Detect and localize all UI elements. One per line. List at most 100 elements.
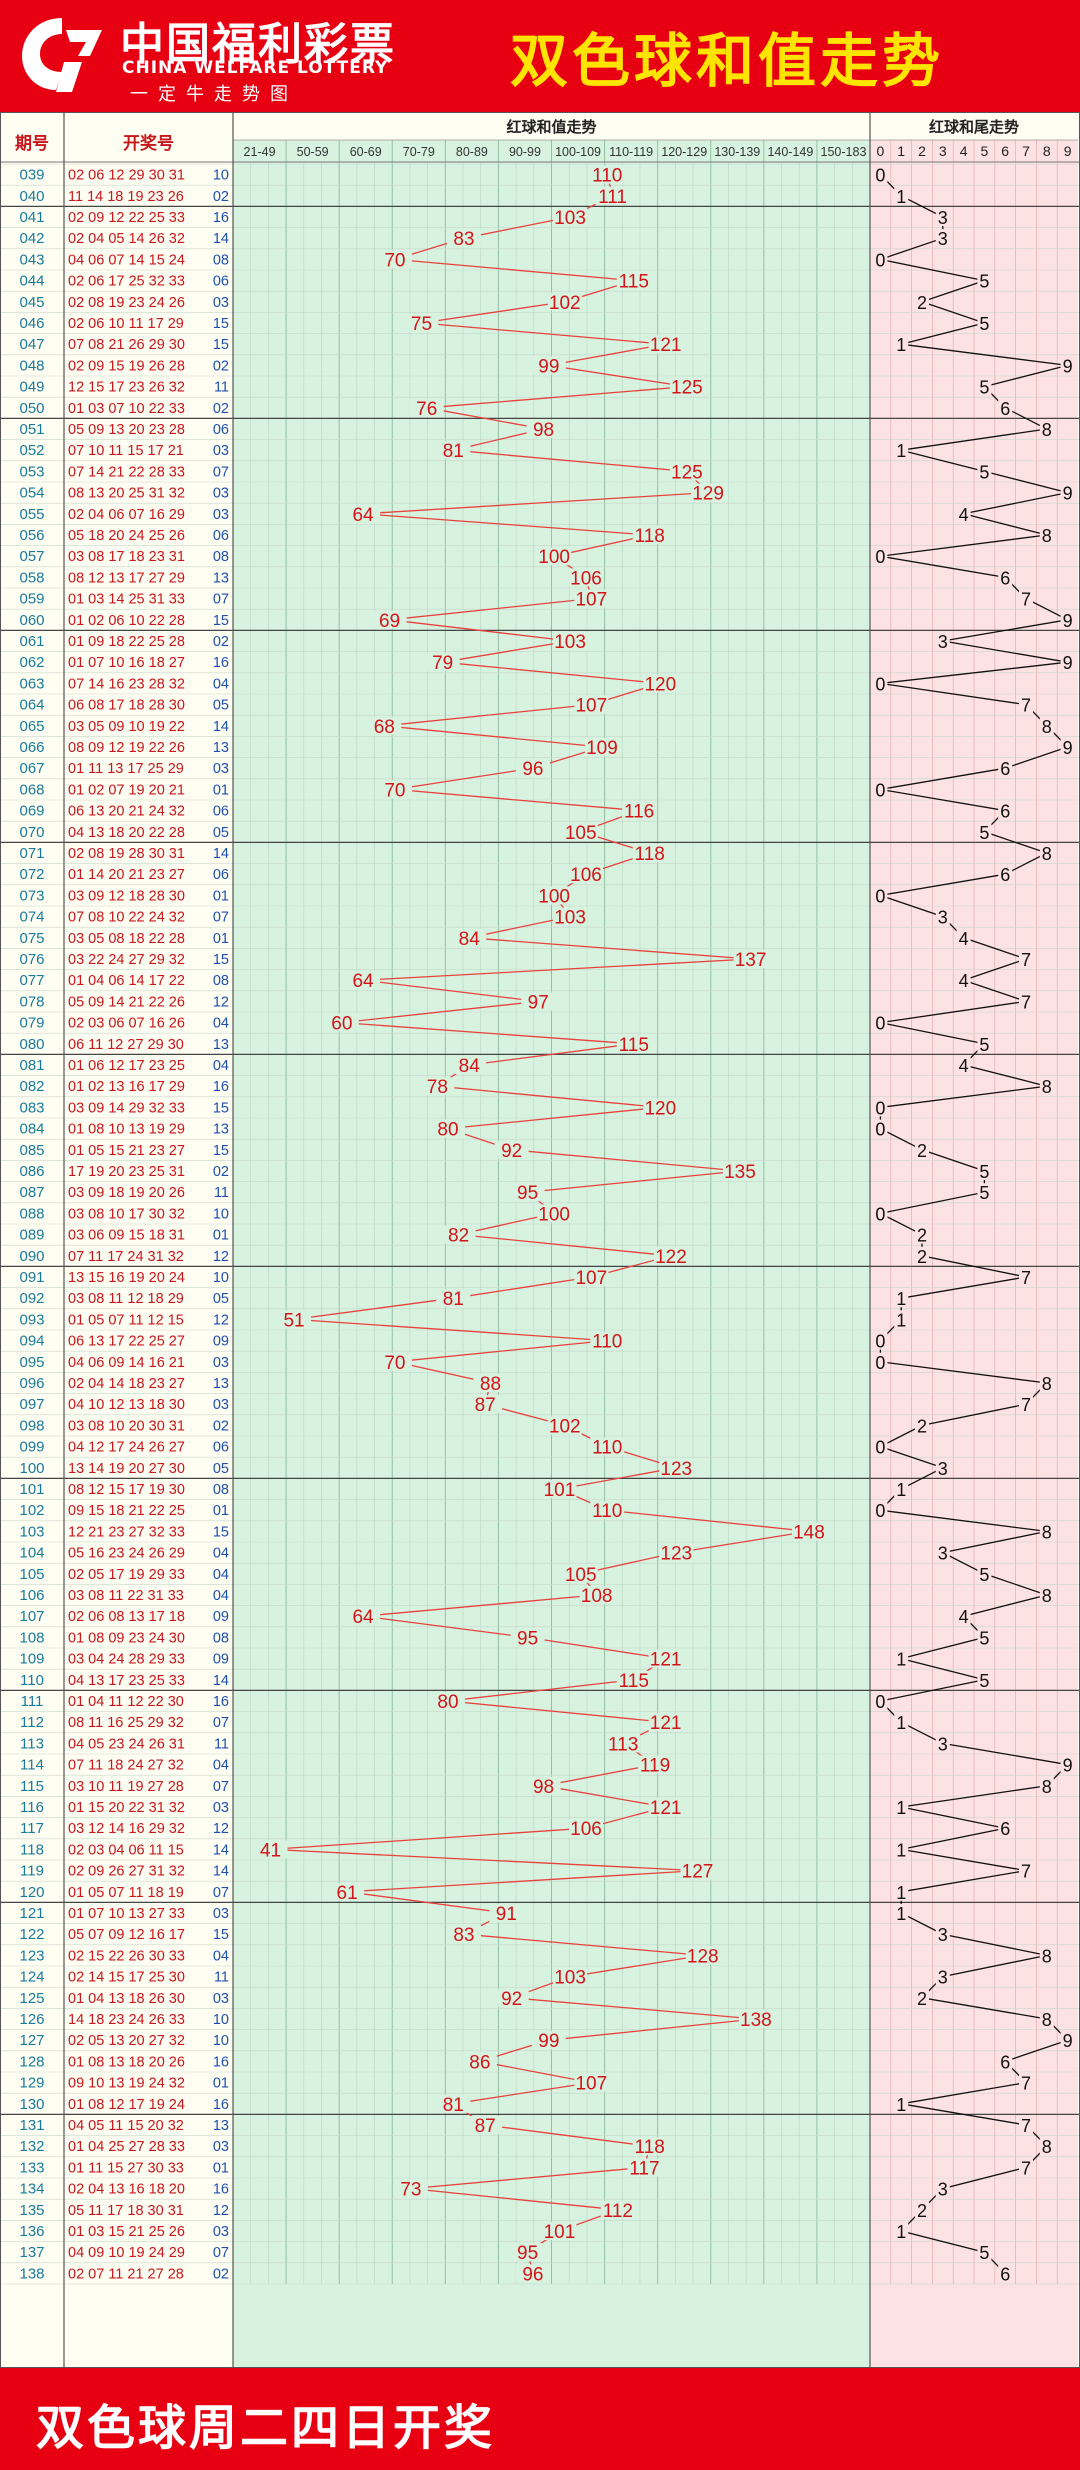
tail-label-bg [1019, 2158, 1033, 2177]
period-cell: 101 [19, 1481, 44, 1498]
tail-digit-label: 1 [897, 143, 905, 159]
red-ball-cell: 01 14 20 21 23 27 [68, 867, 185, 883]
blue-ball-cell: 14 [213, 846, 229, 862]
blue-ball-cell: 14 [213, 231, 229, 247]
tail-value: 2 [917, 293, 927, 313]
red-ball-cell: 02 07 11 21 27 28 [68, 2266, 184, 2282]
sum-label-bg [553, 208, 588, 226]
period-cell: 123 [19, 1947, 44, 1964]
tail-label-bg [894, 2094, 909, 2113]
tail-trend-line [877, 174, 1070, 2274]
sum-label-bg [553, 632, 588, 650]
tail-label-bg [977, 314, 992, 332]
tail-label-bg [1039, 1586, 1054, 1604]
tail-digit-label: 9 [1064, 143, 1072, 159]
tail-label-bg [1019, 1395, 1033, 1414]
red-ball-cell: 02 05 13 20 27 32 [68, 2033, 185, 2049]
tail-label-bg [1019, 2073, 1033, 2092]
sum-trend-header: 红球和值走势 [506, 118, 596, 136]
sum-label-bg [377, 1352, 412, 1371]
sum-value: 110 [592, 1438, 622, 1459]
tail-label-bg [1019, 950, 1033, 968]
blue-ball-cell: 04 [213, 676, 229, 692]
tail-value: 9 [1063, 356, 1073, 376]
period-cell: 108 [19, 1629, 44, 1646]
red-ball-cell: 12 15 17 23 26 32 [68, 380, 185, 396]
sum-label-bg [468, 1395, 503, 1414]
sum-value: 68 [374, 717, 395, 738]
red-ball-cell: 03 12 14 16 29 32 [68, 1821, 185, 1837]
sum-label-bg [590, 1331, 625, 1350]
sum-value: 107 [575, 696, 607, 717]
sum-value: 103 [554, 208, 586, 229]
period-cell: 048 [19, 357, 44, 374]
blue-ball-cell: 15 [213, 613, 229, 629]
tail-label-bg [1060, 483, 1075, 502]
sum-value: 99 [538, 356, 559, 377]
tail-value: 9 [1063, 611, 1073, 631]
sum-value: 107 [575, 590, 607, 611]
blue-ball-cell: 03 [213, 1397, 229, 1413]
blue-ball-cell: 06 [213, 1440, 229, 1456]
sum-label-bg [616, 271, 651, 290]
period-cell: 051 [19, 421, 44, 438]
tail-value: 2 [917, 1247, 927, 1267]
tail-value: 5 [979, 378, 989, 398]
sum-label-bg [738, 2010, 773, 2028]
red-ball-cell: 05 18 20 24 25 26 [68, 528, 185, 544]
tail-label-bg [977, 462, 992, 481]
blue-ball-cell: 03 [213, 1800, 229, 1816]
sum-value: 82 [448, 1226, 469, 1247]
red-ball-cell: 01 08 13 18 20 26 [68, 2054, 185, 2070]
red-ball-cell: 01 04 06 14 17 22 [68, 973, 185, 989]
sum-value: 87 [475, 2116, 496, 2137]
tail-value: 7 [1021, 1395, 1031, 1415]
tail-label-bg [956, 971, 971, 990]
tail-value: 3 [938, 1734, 948, 1754]
tail-label-bg [998, 398, 1013, 417]
tail-label-bg [873, 1204, 888, 1223]
red-ball-cell: 04 13 18 20 22 28 [68, 825, 185, 841]
sum-value: 117 [629, 2158, 659, 2179]
sum-range-label: 140-149 [767, 145, 813, 159]
sum-value: 92 [501, 1141, 522, 1162]
red-ball-cell: 01 05 07 11 18 19 [68, 1885, 184, 1901]
blue-ball-cell: 05 [213, 1291, 229, 1307]
sum-label-bg [515, 2264, 550, 2283]
red-ball-cell: 05 07 09 12 16 17 [68, 1927, 185, 1943]
tail-value: 3 [938, 1968, 948, 1988]
blue-ball-cell: 03 [213, 1991, 229, 2007]
blue-ball-cell: 08 [213, 252, 229, 268]
period-cell: 122 [19, 1926, 44, 1943]
tail-digit-label: 8 [1043, 143, 1051, 159]
tail-value: 1 [896, 187, 906, 207]
tail-label-bg [894, 1480, 909, 1498]
sum-label-bg [648, 1713, 683, 1732]
tail-label-bg [894, 1310, 909, 1329]
sum-label-bg [436, 441, 471, 460]
red-ball-cell: 14 18 23 24 26 33 [68, 2012, 185, 2028]
sum-label-bg [722, 1162, 757, 1180]
period-cell: 053 [19, 463, 44, 480]
blue-ball-cell: 09 [213, 1334, 229, 1350]
tail-value: 0 [875, 1332, 885, 1352]
red-ball-cell: 02 08 19 28 30 31 [68, 846, 185, 862]
sum-label-bg [574, 2073, 609, 2092]
red-ball-cell: 02 06 17 25 32 33 [68, 274, 185, 290]
tail-value: 2 [917, 2201, 927, 2221]
tail-value: 2 [917, 1141, 927, 1161]
sum-value: 64 [352, 505, 374, 526]
red-ball-cell: 07 11 17 24 31 32 [68, 1249, 184, 1265]
tail-label-bg [1060, 1755, 1075, 1774]
sum-value: 102 [549, 1416, 581, 1437]
sum-value: 83 [453, 229, 474, 250]
period-cell: 136 [19, 2223, 44, 2240]
blue-ball-cell: 13 [213, 2118, 229, 2134]
tail-value: 5 [979, 1565, 989, 1585]
tail-value: 8 [1042, 717, 1052, 737]
period-cell: 057 [19, 548, 44, 565]
sum-range-label: 80-89 [456, 145, 488, 159]
period-cell: 062 [19, 654, 44, 671]
sum-value: 81 [443, 1289, 464, 1310]
sum-value: 103 [554, 1968, 586, 1989]
